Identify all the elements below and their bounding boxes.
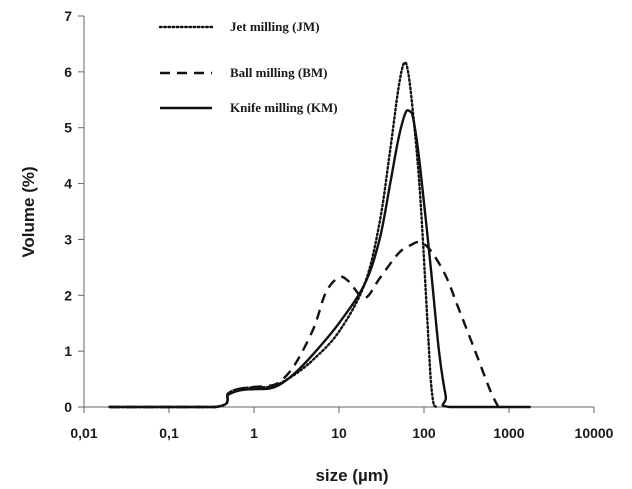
y-tick-label: 0 (64, 399, 72, 415)
y-tick-label: 7 (64, 8, 72, 24)
x-axis-ticks: 0,01 0,1 1 10 100 1000 10000 (70, 407, 614, 441)
legend-label-ball-milling-bm: Ball milling (BM) (230, 65, 328, 80)
x-tick-label: 0,1 (159, 425, 179, 441)
x-tick-label: 1000 (493, 425, 524, 441)
y-tick-label: 4 (64, 176, 72, 192)
series-line-knife-milling-km (109, 109, 531, 409)
x-tick-label: 10 (331, 425, 347, 441)
y-axis-title: Volume (%) (19, 166, 38, 257)
x-tick-label: 100 (412, 425, 436, 441)
y-tick-label: 5 (64, 120, 72, 136)
series-line-ball-milling-bm (109, 240, 500, 409)
y-tick-label: 6 (64, 64, 72, 80)
y-tick-label: 3 (64, 231, 72, 247)
series-layer (108, 61, 531, 409)
axes (83, 16, 594, 408)
series-line-jet-milling-jm (108, 61, 438, 409)
y-tick-label: 1 (64, 343, 72, 359)
x-tick-label: 1 (250, 425, 258, 441)
y-axis-ticks: 0 1 2 3 4 5 6 7 (64, 8, 84, 415)
x-tick-label: 10000 (575, 425, 614, 441)
legend-label-jet-milling-jm: Jet milling (JM) (230, 19, 320, 34)
legend-label-knife-milling-km: Knife milling (KM) (230, 100, 338, 115)
x-tick-label: 0,01 (70, 425, 97, 441)
x-axis-title: size (µm) (315, 466, 388, 485)
y-tick-label: 2 (64, 287, 72, 303)
legend: Jet milling (JM) Ball milling (BM) Knife m… (158, 19, 338, 115)
